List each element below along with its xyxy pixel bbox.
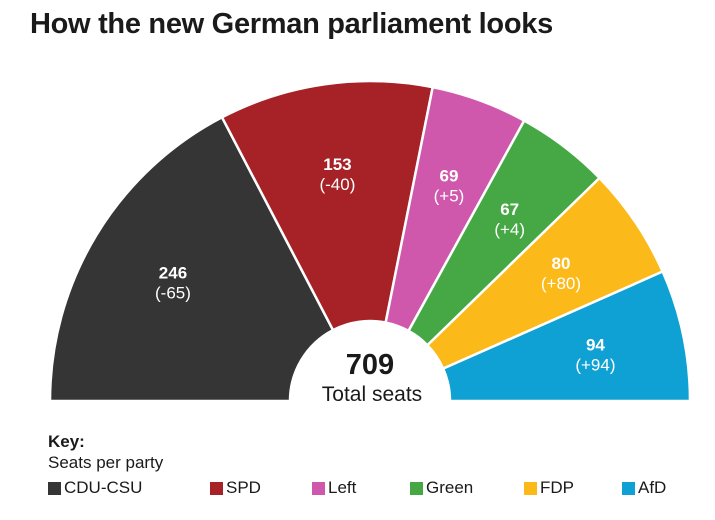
segment-value-afd: 94 (586, 335, 605, 354)
legend: Key: Seats per party CDU-CSU SPD Left Green… (48, 432, 698, 502)
legend-items: CDU-CSU SPD Left Green FDP AfD (48, 478, 698, 502)
segment-change-spd: (-40) (319, 175, 355, 194)
legend-item-green: Green (410, 478, 473, 498)
legend-item-spd: SPD (210, 478, 261, 498)
total-seats-label: Total seats (322, 383, 422, 406)
segment-value-spd: 153 (323, 155, 351, 174)
legend-item-afd: AfD (622, 478, 666, 498)
legend-swatch (312, 481, 325, 495)
legend-swatch (410, 481, 423, 495)
legend-item-cdu-csu: CDU-CSU (48, 478, 142, 498)
segment-change-fdp: (+80) (541, 274, 581, 293)
legend-item-left: Left (312, 478, 356, 498)
segment-change-left: (+5) (434, 187, 465, 206)
legend-swatch (524, 481, 537, 495)
parliament-half-donut-chart: 246(-65) 153(-40) 69(+5) 67(+4) 80(+80) 94(+9… (48, 79, 692, 406)
legend-label: Green (426, 478, 474, 497)
legend-subtitle: Seats per party (48, 453, 164, 472)
segment-value-fdp: 80 (552, 254, 571, 273)
legend-label: AfD (638, 478, 667, 497)
legend-swatch (210, 481, 223, 495)
legend-label: CDU-CSU (64, 478, 143, 497)
legend-swatch (48, 481, 61, 495)
segment-labels: 246(-65) 153(-40) 69(+5) 67(+4) 80(+80) 94(+9… (155, 155, 615, 374)
legend-label: FDP (540, 478, 574, 497)
legend-label: SPD (226, 478, 261, 497)
segment-change-cdu-csu: (-65) (155, 284, 191, 303)
center-hole (290, 321, 450, 401)
legend-label: Left (328, 478, 357, 497)
segment-change-afd: (+94) (575, 355, 615, 374)
seat-segments (48, 79, 692, 403)
legend-item-fdp: FDP (524, 478, 574, 498)
segment-change-green: (+4) (494, 220, 525, 239)
total-seats-value: 709 (346, 349, 394, 381)
legend-title: Key: (48, 432, 85, 451)
segment-value-green: 67 (500, 200, 519, 219)
segment-value-left: 69 (440, 167, 459, 186)
segment-value-cdu-csu: 246 (159, 264, 187, 283)
chart-title: How the new German parliament looks (30, 8, 553, 40)
legend-swatch (622, 481, 635, 495)
